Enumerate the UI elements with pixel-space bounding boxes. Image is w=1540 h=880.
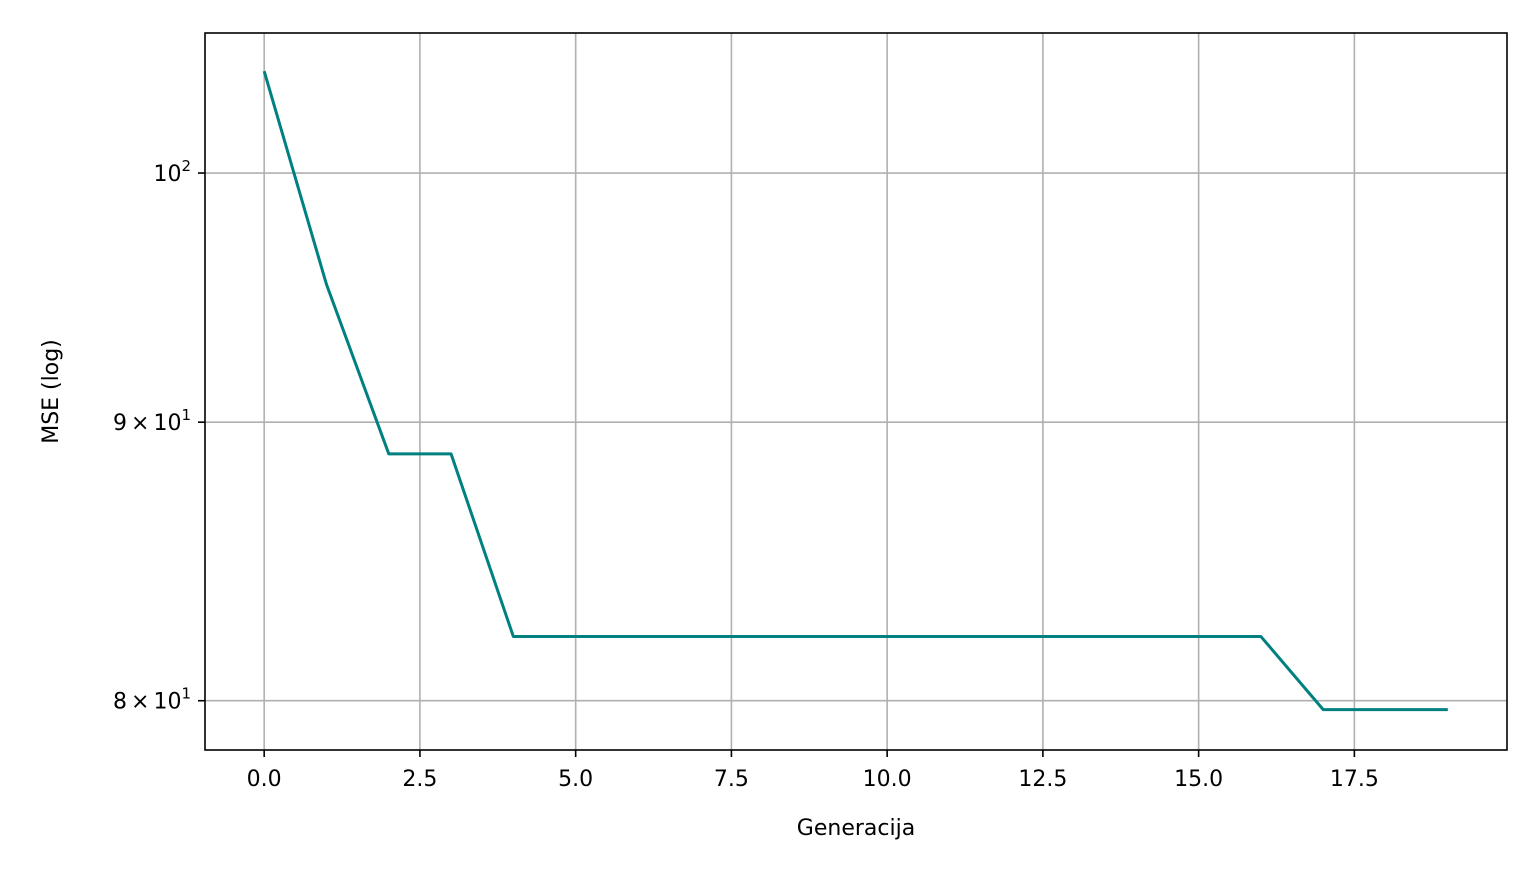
x-tick-label: 5.0 xyxy=(558,767,593,792)
y-tick-label: 8 × 101 xyxy=(113,685,191,715)
x-tick-label: 12.5 xyxy=(1018,767,1067,792)
y-axis: 8 × 101 9 × 101 102 xyxy=(113,157,205,715)
x-tick-label: 17.5 xyxy=(1330,767,1379,792)
x-axis-label: Generacija xyxy=(797,816,915,841)
x-tick-label: 0.0 xyxy=(247,767,282,792)
y-tick-label: 9 × 101 xyxy=(113,406,191,436)
grid xyxy=(205,33,1507,750)
series-layer xyxy=(262,70,1448,712)
y-axis-label: MSE (log) xyxy=(39,339,64,444)
x-axis: 0.0 2.5 5.0 7.5 10.0 12.5 15.0 17.5 xyxy=(247,750,1379,792)
x-tick-label: 15.0 xyxy=(1174,767,1223,792)
x-tick-label: 7.5 xyxy=(714,767,749,792)
plot-frame xyxy=(204,32,1508,751)
x-tick-label: 10.0 xyxy=(863,767,912,792)
x-tick-label: 2.5 xyxy=(402,767,437,792)
y-tick-label: 102 xyxy=(153,157,191,187)
series-line-0 xyxy=(262,70,1448,712)
